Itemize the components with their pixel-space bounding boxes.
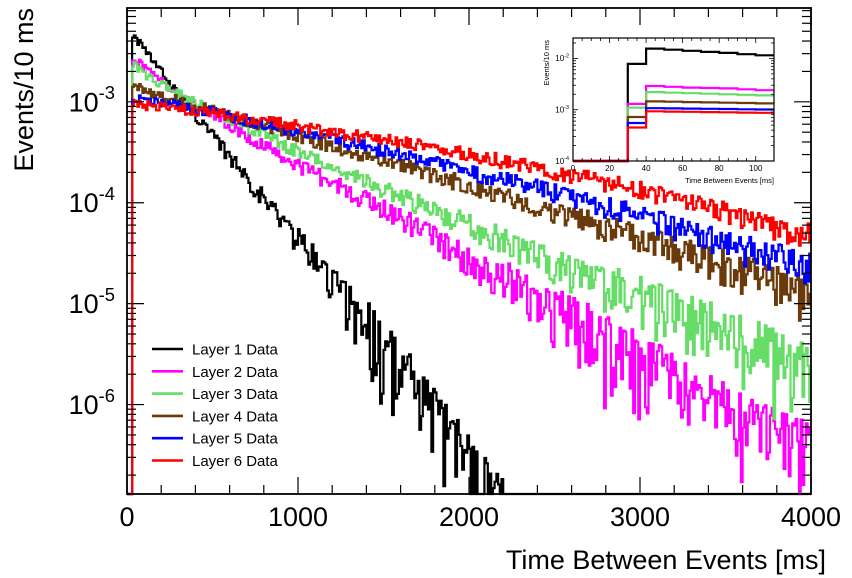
legend-label: Layer 4 Data	[192, 408, 279, 425]
legend-label: Layer 6 Data	[192, 453, 279, 470]
series-line-layer-5-data	[127, 94, 811, 496]
legend-label: Layer 2 Data	[192, 364, 279, 381]
inset-background	[573, 38, 774, 161]
x-tick-label: 0	[119, 502, 134, 532]
y-tick-label: 10-6	[69, 385, 115, 420]
inset-x-tick-label: 100	[749, 164, 763, 173]
inset-y-tick-label: 10-2	[555, 54, 569, 64]
legend-item-layer-3-data: Layer 3 Data	[152, 386, 279, 403]
legend-item-layer-2-data: Layer 2 Data	[152, 364, 279, 381]
legend: Layer 1 Data Layer 2 Data Layer 3 Data Laye…	[152, 342, 279, 470]
inset-x-tick-label: 40	[642, 164, 651, 173]
inset-y-axis-label: Events/10 ms	[542, 40, 551, 86]
inset-x-tick-label: 0	[571, 164, 576, 173]
y-tick-label: 10-4	[69, 183, 115, 218]
legend-item-layer-6-data: Layer 6 Data	[152, 453, 279, 470]
legend-item-layer-5-data: Layer 5 Data	[152, 431, 279, 448]
inset-x-axis-label: Time Between Events [ms]	[685, 176, 774, 185]
x-tick-label: 4000	[781, 502, 841, 532]
inset-series-group	[573, 47, 774, 163]
legend-label: Layer 1 Data	[192, 342, 279, 359]
series-line-layer-6-data	[127, 99, 811, 496]
inset-series-line-layer-6-data	[573, 110, 774, 163]
inset-x-tick-label: 80	[715, 164, 724, 173]
x-tick-label: 3000	[610, 502, 670, 532]
legend-item-layer-4-data: Layer 4 Data	[152, 408, 279, 425]
y-axis-label: Events/10 ms	[9, 8, 39, 172]
inset-chart: 0 20 40 60 80 100 10-4 10-3 10-2 Time Between Ev…	[542, 37, 775, 185]
inset-y-tick-label: 10-4	[555, 156, 569, 166]
x-tick-label: 2000	[439, 502, 499, 532]
series-line-layer-2-data	[127, 58, 811, 496]
y-tick-label: 10-3	[69, 82, 115, 117]
inset-x-tick-label: 20	[605, 164, 614, 173]
inset-y-tick-label: 10-3	[555, 105, 569, 115]
x-axis-label: Time Between Events [ms]	[506, 545, 826, 575]
legend-label: Layer 5 Data	[192, 431, 279, 448]
inset-axes: 0 20 40 60 80 100 10-4 10-3 10-2	[555, 37, 775, 173]
legend-label: Layer 3 Data	[192, 386, 279, 403]
legend-item-layer-1-data: Layer 1 Data	[152, 342, 279, 359]
main-series-group	[127, 34, 811, 496]
x-tick-label: 1000	[268, 502, 328, 532]
inset-x-tick-label: 60	[678, 164, 687, 173]
y-tick-label: 10-5	[69, 284, 115, 319]
